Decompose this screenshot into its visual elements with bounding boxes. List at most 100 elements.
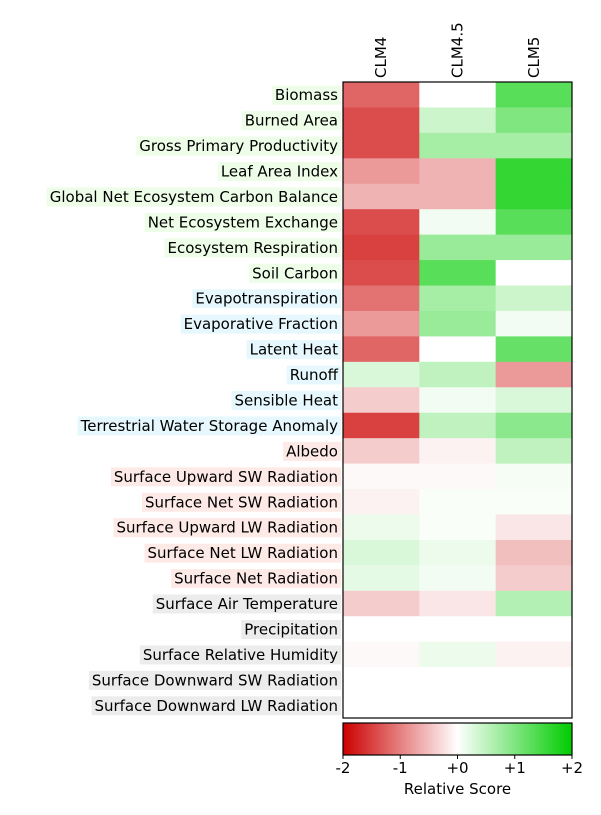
heatmap-cell — [495, 183, 573, 210]
heatmap-cell — [495, 361, 573, 388]
heatmap-cell — [343, 234, 420, 261]
heatmap-cell — [419, 285, 497, 312]
heatmap-cell — [343, 132, 420, 159]
heatmap-cell — [419, 336, 497, 363]
row-label: Sensible Heat — [234, 392, 338, 410]
heatmap-cell — [419, 463, 497, 490]
row-label: Albedo — [286, 442, 338, 460]
colorbar-tick-label: -1 — [393, 759, 408, 777]
colorbar-label: Relative Score — [404, 780, 511, 798]
row-label-background — [113, 518, 341, 538]
row-label: Surface Net LW Radiation — [148, 544, 339, 562]
heatmap-cell — [495, 107, 573, 134]
row-label: Latent Heat — [250, 341, 339, 359]
heatmap-cell — [343, 565, 420, 592]
heatmap-cell — [495, 209, 573, 236]
heatmap-cell — [495, 285, 573, 312]
row-label: Surface Air Temperature — [156, 595, 338, 613]
row-label: Net Ecosystem Exchange — [148, 213, 338, 231]
heatmap-cell — [419, 616, 497, 643]
heatmap-cell — [343, 82, 420, 108]
heatmap-cell — [495, 132, 573, 159]
heatmap-cell — [419, 438, 497, 465]
row-label: Surface Net Radiation — [174, 570, 338, 588]
heatmap-cell — [495, 692, 573, 719]
row-label-background — [283, 441, 341, 461]
heatmap-cell — [343, 463, 420, 490]
heatmap-cell — [419, 489, 497, 515]
row-label-background — [286, 365, 341, 385]
heatmap-cell — [343, 158, 420, 185]
heatmap-cell — [419, 514, 497, 541]
row-label: Gross Primary Productivity — [139, 137, 338, 155]
heatmap-cell — [495, 412, 573, 439]
plot-frame — [342, 81, 573, 719]
heatmap-cell — [419, 692, 497, 719]
heatmap-cell — [343, 539, 420, 566]
heatmap-cell — [495, 565, 573, 592]
heatmap-cell — [495, 387, 573, 414]
column-label: CLM4.5 — [449, 22, 467, 78]
heatmap-cell — [495, 539, 573, 566]
heatmap-cell — [343, 310, 420, 337]
row-label-background — [88, 670, 341, 690]
row-label: Biomass — [275, 86, 338, 104]
row-label: Surface Upward LW Radiation — [116, 519, 338, 537]
heatmap-cell — [343, 412, 420, 439]
row-label-background — [241, 111, 341, 131]
row-label-background — [144, 543, 341, 563]
row-label: Global Net Ecosystem Carbon Balance — [50, 188, 338, 206]
heatmap-cell — [419, 183, 497, 210]
colorbar-tick-label: +0 — [446, 759, 468, 777]
heatmap-cell — [495, 438, 573, 465]
row-label: Leaf Area Index — [221, 163, 338, 181]
heatmap-cell — [419, 234, 497, 261]
row-label-background — [91, 696, 341, 716]
row-label: Burned Area — [245, 112, 338, 130]
heatmap-cell — [343, 107, 420, 134]
heatmap-cell — [419, 310, 497, 337]
row-label: Evapotranspiration — [195, 290, 338, 308]
heatmap-cell — [343, 641, 420, 668]
heatmap-cell — [495, 158, 573, 185]
heatmap-cell — [343, 692, 420, 719]
heatmap-cell — [343, 667, 420, 694]
row-label-background — [171, 569, 341, 589]
row-label-background — [139, 645, 341, 665]
row-label-background — [110, 467, 341, 487]
heatmap-cell — [343, 336, 420, 363]
heatmap-cell — [419, 667, 497, 694]
heatmap-cell — [419, 387, 497, 414]
heatmap-cell — [343, 209, 420, 236]
heatmap-cell — [495, 667, 573, 694]
heatmap-cell — [343, 260, 420, 287]
heatmap-cell — [495, 260, 573, 287]
heatmap-cell — [343, 361, 420, 388]
heatmap-cell — [343, 387, 420, 414]
heatmap-cell — [343, 616, 420, 643]
row-label: Ecosystem Respiration — [168, 239, 338, 257]
heatmap-cell — [419, 539, 497, 566]
row-label-background — [180, 314, 341, 334]
row-label: Surface Upward SW Radiation — [114, 468, 338, 486]
row-label-background — [164, 238, 341, 258]
row-label-background — [152, 594, 341, 614]
row-label-background — [141, 492, 341, 512]
column-label: CLM4 — [372, 37, 390, 78]
row-label: Terrestrial Water Storage Anomaly — [80, 417, 338, 435]
row-label-background — [249, 263, 341, 283]
colorbar-tick-label: +2 — [561, 759, 583, 777]
row-label: Precipitation — [244, 620, 338, 638]
heatmap-cell — [419, 132, 497, 159]
column-labels: CLM4 CLM4.5 CLM5 — [372, 22, 543, 78]
row-label-backgrounds — [46, 85, 341, 716]
heatmap-cell — [343, 285, 420, 312]
row-labels: Biomass Burned Area Gross Primary Producti… — [50, 86, 339, 715]
heatmap-cell — [419, 641, 497, 668]
heatmap-cell — [495, 616, 573, 643]
heatmap-cell — [419, 361, 497, 388]
heatmap-cell — [419, 590, 497, 617]
heatmap-cell — [343, 183, 420, 210]
heatmap-cells — [343, 82, 573, 719]
